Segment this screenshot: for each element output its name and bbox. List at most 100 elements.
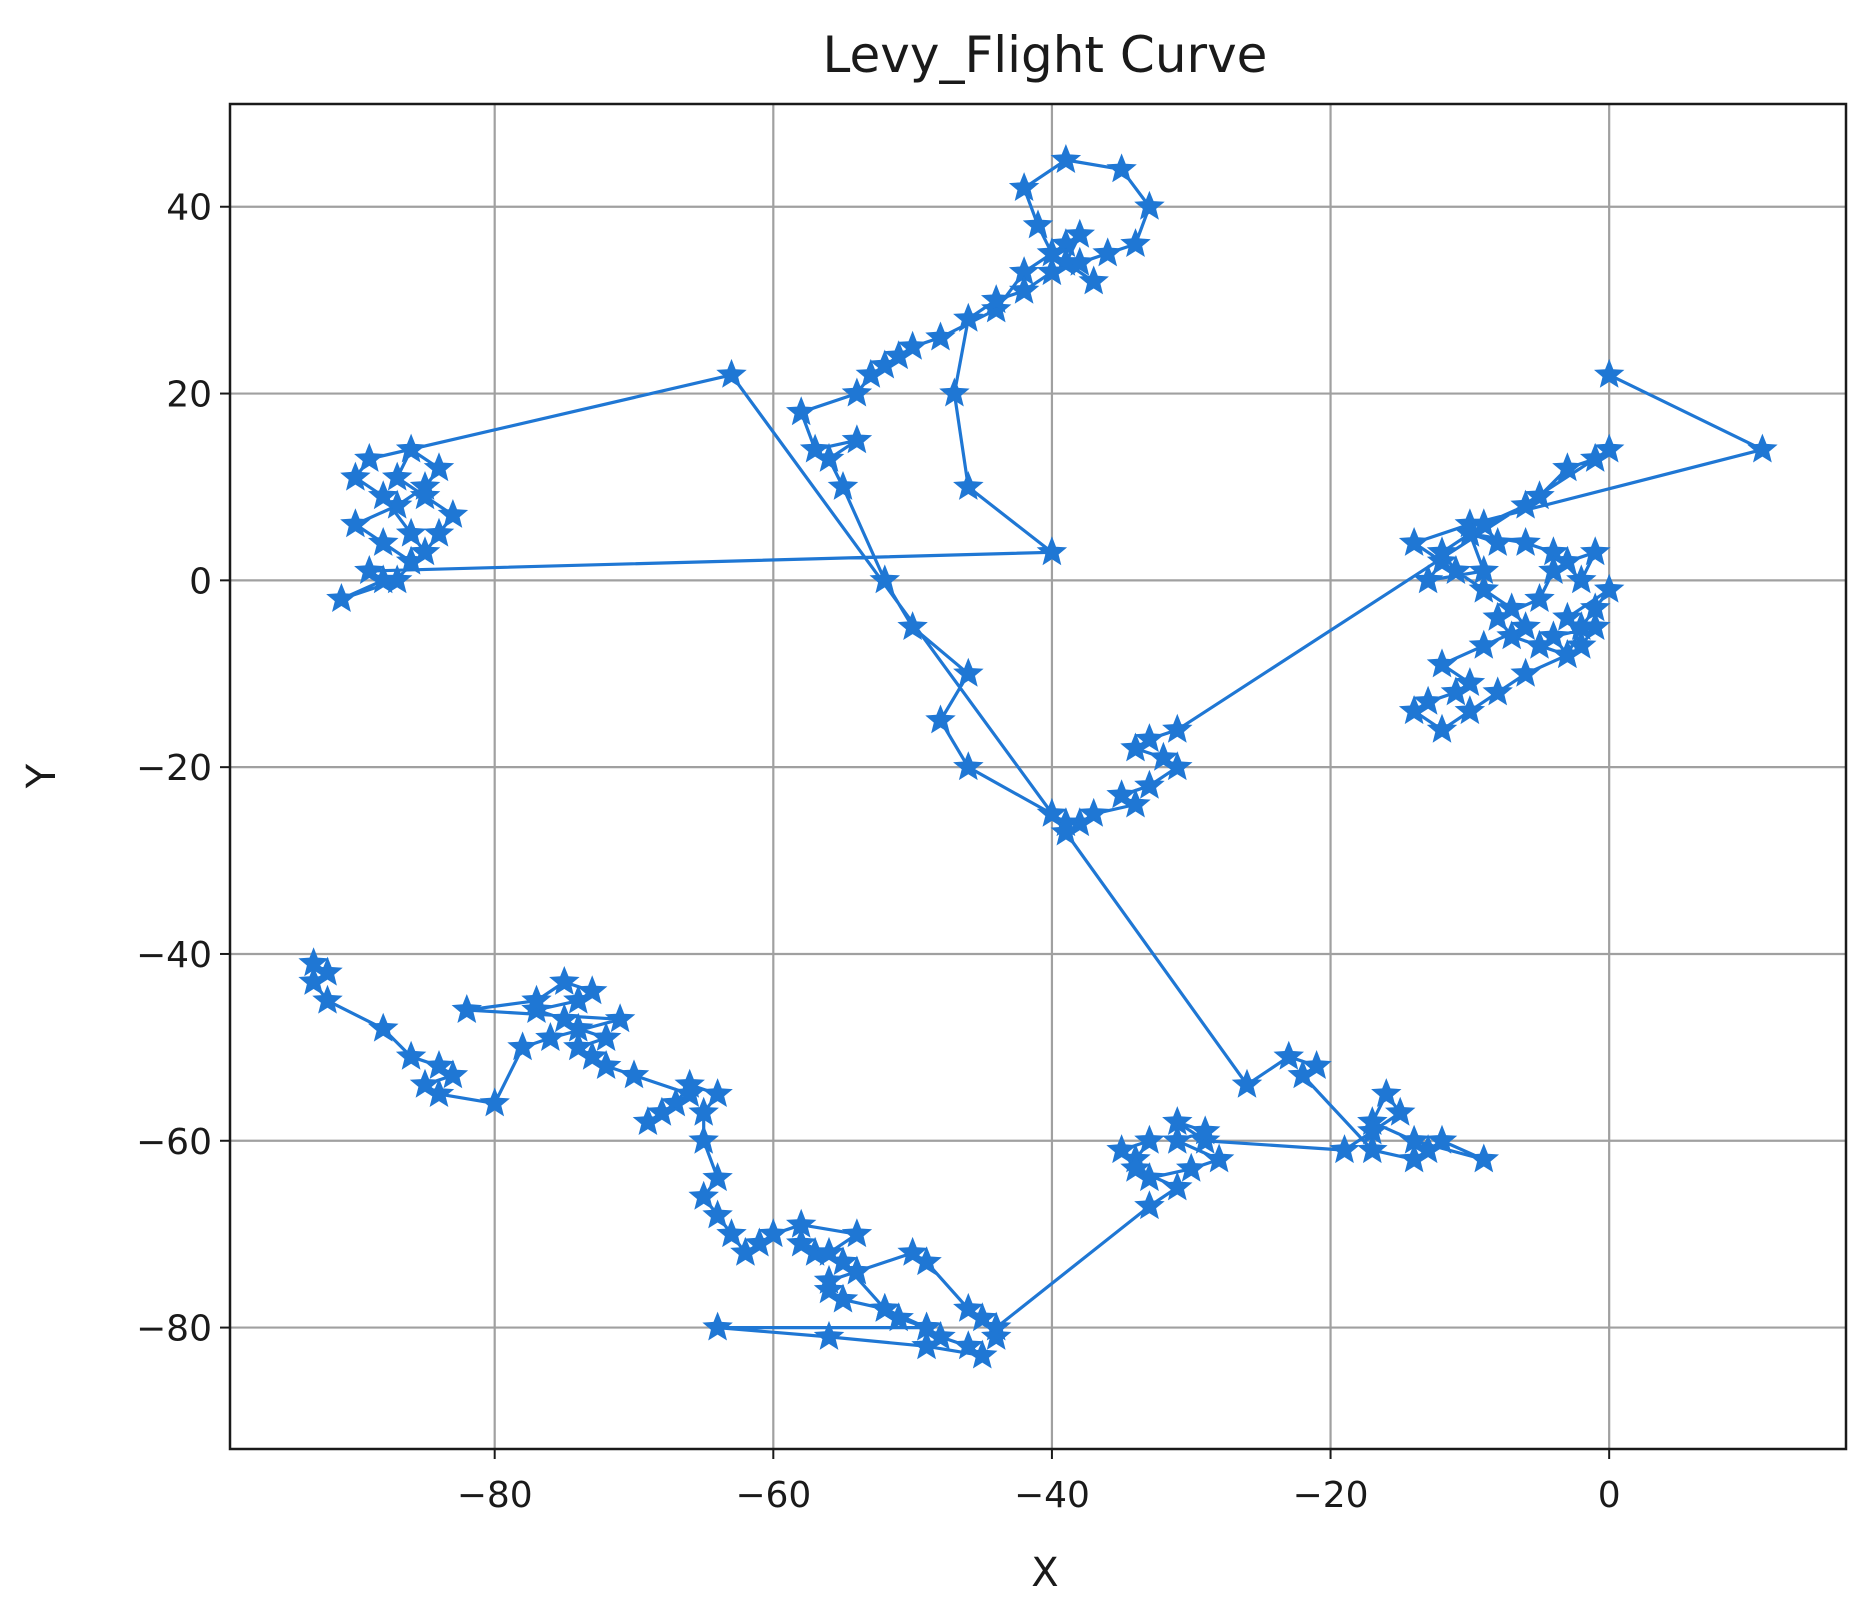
data-point-marker bbox=[1190, 1115, 1221, 1145]
data-point-marker bbox=[549, 1003, 580, 1033]
data-point-marker bbox=[632, 1106, 664, 1135]
data-point-marker bbox=[1440, 555, 1472, 584]
data-point-marker bbox=[1412, 685, 1444, 715]
data-point-marker bbox=[1454, 667, 1486, 696]
data-point-marker bbox=[758, 1218, 789, 1248]
data-point-marker bbox=[1148, 741, 1179, 771]
data-point-marker bbox=[368, 480, 399, 510]
data-point-marker bbox=[1426, 648, 1458, 678]
data-point-marker bbox=[1426, 713, 1458, 743]
data-point-marker bbox=[382, 489, 413, 519]
marker-layer bbox=[298, 144, 1778, 1369]
data-point-marker bbox=[423, 1050, 455, 1079]
data-point-marker bbox=[981, 293, 1012, 323]
data-point-marker bbox=[925, 704, 956, 734]
data-point-marker bbox=[1594, 358, 1625, 388]
data-point-marker bbox=[590, 1022, 622, 1051]
data-point-marker bbox=[1412, 564, 1444, 594]
data-point-marker bbox=[911, 1311, 942, 1341]
data-point-marker bbox=[1287, 1059, 1318, 1089]
data-point-marker bbox=[521, 994, 552, 1023]
data-point-marker bbox=[786, 1208, 817, 1238]
data-point-marker bbox=[298, 966, 329, 995]
data-point-marker bbox=[1134, 1190, 1165, 1220]
data-point-marker bbox=[897, 330, 928, 360]
data-point-marker bbox=[409, 536, 441, 566]
data-point-marker bbox=[1134, 190, 1165, 220]
data-point-marker bbox=[1426, 545, 1458, 575]
data-point-marker bbox=[827, 1283, 859, 1313]
data-point-marker bbox=[786, 1227, 817, 1257]
data-point-marker bbox=[1552, 601, 1583, 631]
data-point-marker bbox=[646, 1096, 678, 1126]
data-point-marker bbox=[437, 499, 469, 528]
data-point-marker bbox=[925, 1320, 956, 1350]
data-point-marker bbox=[1510, 657, 1541, 687]
data-point-marker bbox=[841, 1218, 873, 1248]
data-point-marker bbox=[1538, 620, 1569, 650]
data-point-marker bbox=[423, 517, 455, 547]
data-point-marker bbox=[1162, 1171, 1193, 1201]
data-point-marker bbox=[1468, 555, 1499, 584]
data-point-marker bbox=[1398, 695, 1430, 725]
data-point-marker bbox=[1329, 1134, 1360, 1164]
data-point-marker bbox=[451, 994, 482, 1023]
data-point-marker bbox=[1008, 274, 1040, 304]
data-point-marker bbox=[883, 340, 914, 370]
data-point-marker bbox=[730, 1236, 761, 1266]
data-point-marker bbox=[1426, 536, 1458, 566]
data-point-marker bbox=[590, 1050, 622, 1079]
data-point-marker bbox=[312, 984, 343, 1014]
data-point-marker bbox=[563, 1012, 594, 1042]
data-point-marker bbox=[1580, 442, 1611, 472]
data-point-marker bbox=[1162, 713, 1193, 743]
x-tick-label: 0 bbox=[1598, 1475, 1621, 1516]
data-point-marker bbox=[981, 1320, 1012, 1350]
data-point-marker bbox=[312, 956, 343, 986]
y-tick-label: −80 bbox=[136, 1309, 212, 1350]
data-point-marker bbox=[1482, 527, 1513, 556]
data-point-marker bbox=[688, 1124, 719, 1154]
y-axis-label: Y bbox=[19, 763, 65, 789]
data-point-marker bbox=[869, 349, 900, 379]
grid bbox=[230, 104, 1846, 1449]
data-point-marker bbox=[688, 1180, 719, 1210]
data-point-marker bbox=[1273, 1040, 1304, 1070]
data-point-marker bbox=[1580, 536, 1611, 566]
data-point-marker bbox=[1510, 489, 1541, 519]
data-point-marker bbox=[354, 442, 385, 472]
data-point-marker bbox=[1134, 1124, 1165, 1154]
data-point-marker bbox=[549, 966, 580, 995]
y-tick-label: 0 bbox=[189, 561, 212, 602]
data-point-marker bbox=[423, 452, 455, 482]
data-point-marker bbox=[702, 1311, 733, 1341]
data-point-marker bbox=[869, 1292, 900, 1322]
data-point-marker bbox=[1036, 256, 1068, 286]
data-point-marker bbox=[1008, 172, 1040, 201]
data-point-marker bbox=[1134, 1162, 1165, 1192]
data-point-marker bbox=[395, 517, 427, 547]
data-point-marker bbox=[382, 461, 413, 491]
data-point-marker bbox=[1120, 788, 1151, 818]
data-point-marker bbox=[841, 377, 873, 407]
y-tick-label: 20 bbox=[166, 375, 212, 416]
data-point-marker bbox=[1482, 676, 1513, 706]
data-point-marker bbox=[967, 1339, 998, 1369]
y-tick-label: 40 bbox=[166, 188, 212, 229]
data-point-marker bbox=[1412, 1134, 1444, 1164]
data-point-marker bbox=[1566, 629, 1597, 659]
data-point-marker bbox=[1120, 1152, 1151, 1182]
data-point-marker bbox=[1050, 246, 1082, 276]
data-point-marker bbox=[563, 1031, 594, 1061]
data-point-marker bbox=[827, 1246, 859, 1276]
data-point-marker bbox=[953, 657, 984, 687]
data-point-marker bbox=[799, 433, 831, 463]
data-point-marker bbox=[1510, 611, 1541, 640]
data-point-marker bbox=[1398, 527, 1430, 556]
data-point-marker bbox=[967, 1302, 998, 1332]
data-point-marker bbox=[1552, 545, 1583, 575]
data-point-marker bbox=[1496, 620, 1527, 650]
data-point-marker bbox=[1371, 1078, 1402, 1107]
data-point-marker bbox=[1426, 1124, 1458, 1154]
